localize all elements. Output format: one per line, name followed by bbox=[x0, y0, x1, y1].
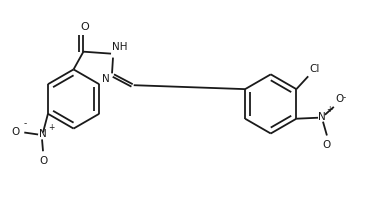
Text: O: O bbox=[39, 156, 47, 166]
Text: +: + bbox=[48, 123, 54, 132]
Text: N: N bbox=[102, 74, 110, 84]
Text: NH: NH bbox=[112, 42, 127, 52]
Text: -: - bbox=[23, 120, 27, 129]
Text: -: - bbox=[343, 93, 346, 102]
Text: N: N bbox=[39, 129, 47, 139]
Text: +: + bbox=[326, 105, 332, 114]
Text: N: N bbox=[318, 112, 326, 122]
Text: O: O bbox=[11, 126, 19, 137]
Text: O: O bbox=[336, 94, 344, 104]
Text: Cl: Cl bbox=[309, 64, 320, 74]
Text: O: O bbox=[323, 140, 331, 150]
Text: O: O bbox=[80, 22, 89, 33]
